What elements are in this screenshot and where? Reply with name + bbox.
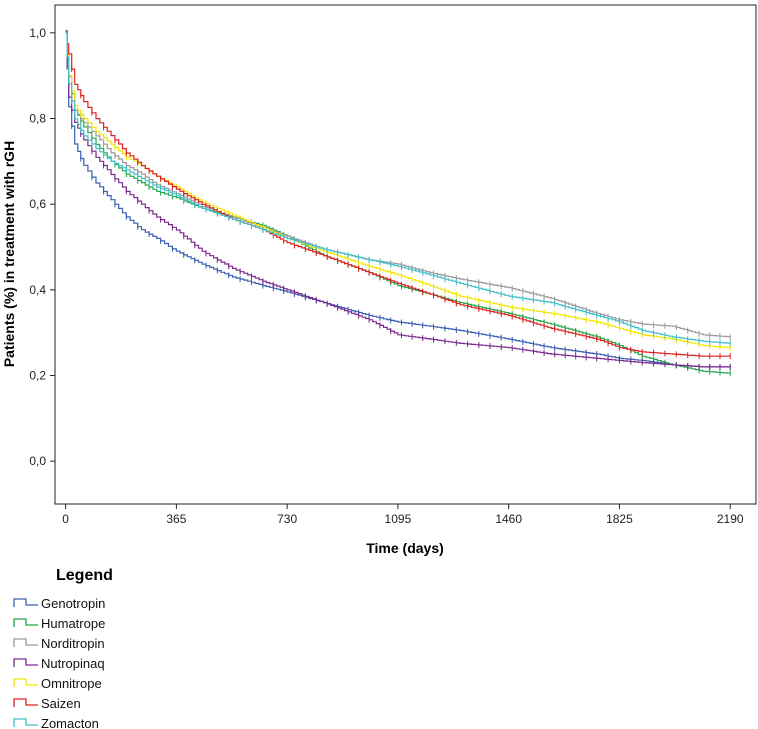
legend-label: Humatrope — [41, 616, 105, 631]
censor-marks-nutropinaq — [71, 107, 731, 370]
legend-swatch-icon — [13, 618, 38, 627]
x-axis-ticks: 0 365 730 1095 1460 1825 2190 — [62, 504, 744, 526]
y-tick-label: 0,2 — [29, 369, 46, 383]
y-tick-label: 0,8 — [29, 112, 46, 126]
y-axis-ticks: 0,0 0,2 0,4 0,6 0,8 1,0 — [29, 26, 55, 468]
x-tick-label: 2190 — [717, 512, 744, 526]
legend-item-nutropinaq: Nutropinaq — [13, 656, 105, 671]
legend-label: Genotropin — [41, 596, 105, 611]
legend-item-saizen: Saizen — [13, 696, 81, 711]
x-axis-title: Time (days) — [366, 540, 444, 556]
y-tick-label: 0,6 — [29, 197, 46, 211]
legend-item-genotropin: Genotropin — [13, 596, 105, 611]
series-layer — [65, 29, 731, 377]
censor-marks-zomacton — [71, 97, 731, 347]
x-tick-label: 1825 — [606, 512, 633, 526]
legend-label: Nutropinaq — [41, 656, 105, 671]
legend-label: Saizen — [41, 696, 81, 711]
legend-item-zomacton: Zomacton — [13, 716, 99, 729]
x-tick-label: 0 — [62, 512, 69, 526]
legend-label: Norditropin — [41, 636, 105, 651]
legend-title: Legend — [56, 567, 113, 584]
legend-swatch-icon — [13, 598, 38, 607]
legend-item-omnitrope: Omnitrope — [13, 676, 102, 691]
y-axis-title: Patients (%) in treatment with rGH — [1, 141, 17, 367]
legend: Genotropin Humatrope Norditropin Nutropinaq… — [13, 596, 105, 729]
plot-area — [54, 4, 757, 505]
legend-swatch-icon — [13, 698, 38, 707]
x-tick-label: 1460 — [495, 512, 522, 526]
y-tick-label: 0,0 — [29, 454, 46, 468]
y-tick-label: 1,0 — [29, 26, 46, 40]
legend-swatch-icon — [13, 718, 38, 727]
legend-item-humatrope: Humatrope — [13, 616, 105, 631]
legend-swatch-icon — [13, 638, 38, 647]
x-tick-label: 1095 — [385, 512, 412, 526]
x-tick-label: 730 — [277, 512, 297, 526]
legend-label: Zomacton — [41, 716, 99, 729]
legend-label: Omnitrope — [41, 676, 102, 691]
legend-swatch-icon — [13, 678, 38, 687]
legend-item-norditropin: Norditropin — [13, 636, 105, 651]
legend-swatch-icon — [13, 658, 38, 667]
y-tick-label: 0,4 — [29, 283, 46, 297]
x-tick-label: 365 — [166, 512, 186, 526]
